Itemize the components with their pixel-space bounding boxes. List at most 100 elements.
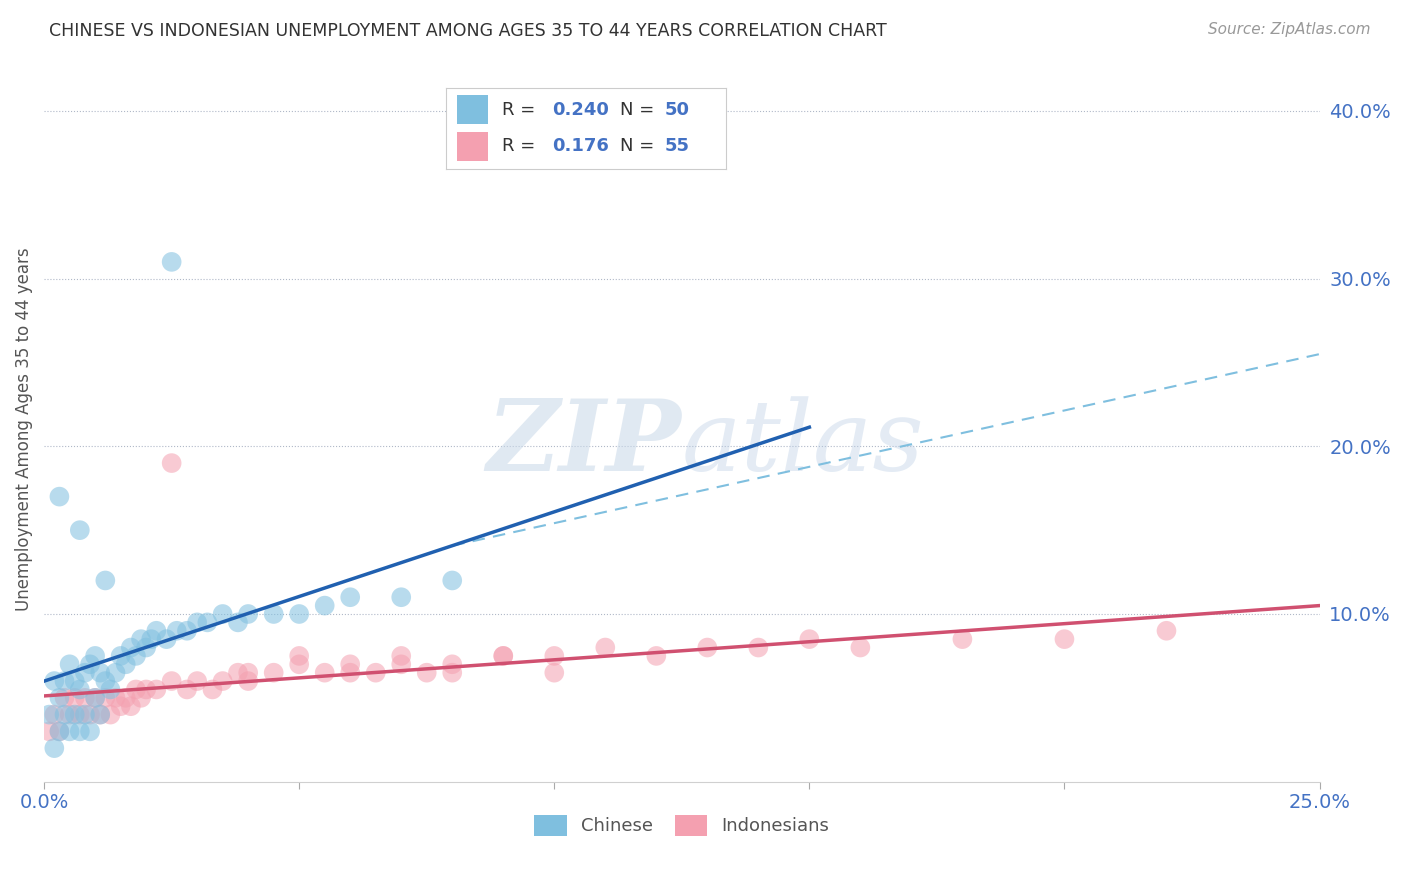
Point [44,674,66,689]
Point [89,707,111,722]
Point [94,674,117,689]
Point [1156,624,1178,638]
Point [141,632,163,647]
Point [84,648,107,663]
Point [100,707,122,722]
Point [63,707,86,722]
Point [120,699,142,714]
Point [339,665,361,680]
Point [492,648,515,663]
Point [48,690,70,705]
Point [120,640,142,655]
Point [110,699,132,714]
Point [145,624,167,638]
Point [135,682,157,697]
Point [543,648,565,663]
Point [89,665,111,680]
Point [160,255,183,269]
Point [104,665,127,680]
Point [211,674,233,689]
Point [160,456,183,470]
Point [53,690,76,705]
Point [314,665,336,680]
Point [129,690,152,705]
Point [389,648,412,663]
Point [211,607,233,621]
Point [166,624,188,638]
Point [84,690,107,705]
Point [416,665,439,680]
Point [441,574,464,588]
Point [125,648,148,663]
Point [186,615,208,630]
Point [441,665,464,680]
Point [44,741,66,756]
Point [69,682,91,697]
Point [59,707,82,722]
Point [645,648,668,663]
Point [69,523,91,537]
Point [69,707,91,722]
Point [226,615,249,630]
Y-axis label: Unemployment Among Ages 35 to 44 years: Unemployment Among Ages 35 to 44 years [15,248,32,611]
Point [125,682,148,697]
Point [952,632,974,647]
Point [263,665,285,680]
Point [135,640,157,655]
Point [73,690,96,705]
Point [263,607,285,621]
Text: Source: ZipAtlas.com: Source: ZipAtlas.com [1208,22,1371,37]
Point [44,707,66,722]
Point [160,674,183,689]
Point [79,724,101,739]
Point [59,657,82,672]
Point [79,657,101,672]
Point [63,674,86,689]
Point [226,665,249,680]
Legend: Chinese, Indonesians: Chinese, Indonesians [527,808,837,843]
Point [339,591,361,605]
Point [59,724,82,739]
Point [53,674,76,689]
Point [110,648,132,663]
Point [288,648,311,663]
Point [145,682,167,697]
Point [389,657,412,672]
Point [69,724,91,739]
Point [441,657,464,672]
Point [73,665,96,680]
Point [48,724,70,739]
Point [155,632,177,647]
Point [492,648,515,663]
Point [288,607,311,621]
Text: atlas: atlas [682,396,925,491]
Point [38,724,60,739]
Point [176,624,198,638]
Point [84,690,107,705]
Text: CHINESE VS INDONESIAN UNEMPLOYMENT AMONG AGES 35 TO 44 YEARS CORRELATION CHART: CHINESE VS INDONESIAN UNEMPLOYMENT AMONG… [49,22,887,40]
Point [63,690,86,705]
Point [1053,632,1076,647]
Point [201,682,224,697]
Point [114,690,136,705]
Point [238,674,260,689]
Text: ZIP: ZIP [486,395,682,491]
Point [176,682,198,697]
Point [288,657,311,672]
Point [696,640,718,655]
Point [79,707,101,722]
Point [38,707,60,722]
Point [747,640,769,655]
Point [799,632,821,647]
Point [53,707,76,722]
Point [595,640,617,655]
Point [543,665,565,680]
Point [389,591,412,605]
Point [186,674,208,689]
Point [48,490,70,504]
Point [48,724,70,739]
Point [364,665,387,680]
Point [849,640,872,655]
Point [129,632,152,647]
Point [100,682,122,697]
